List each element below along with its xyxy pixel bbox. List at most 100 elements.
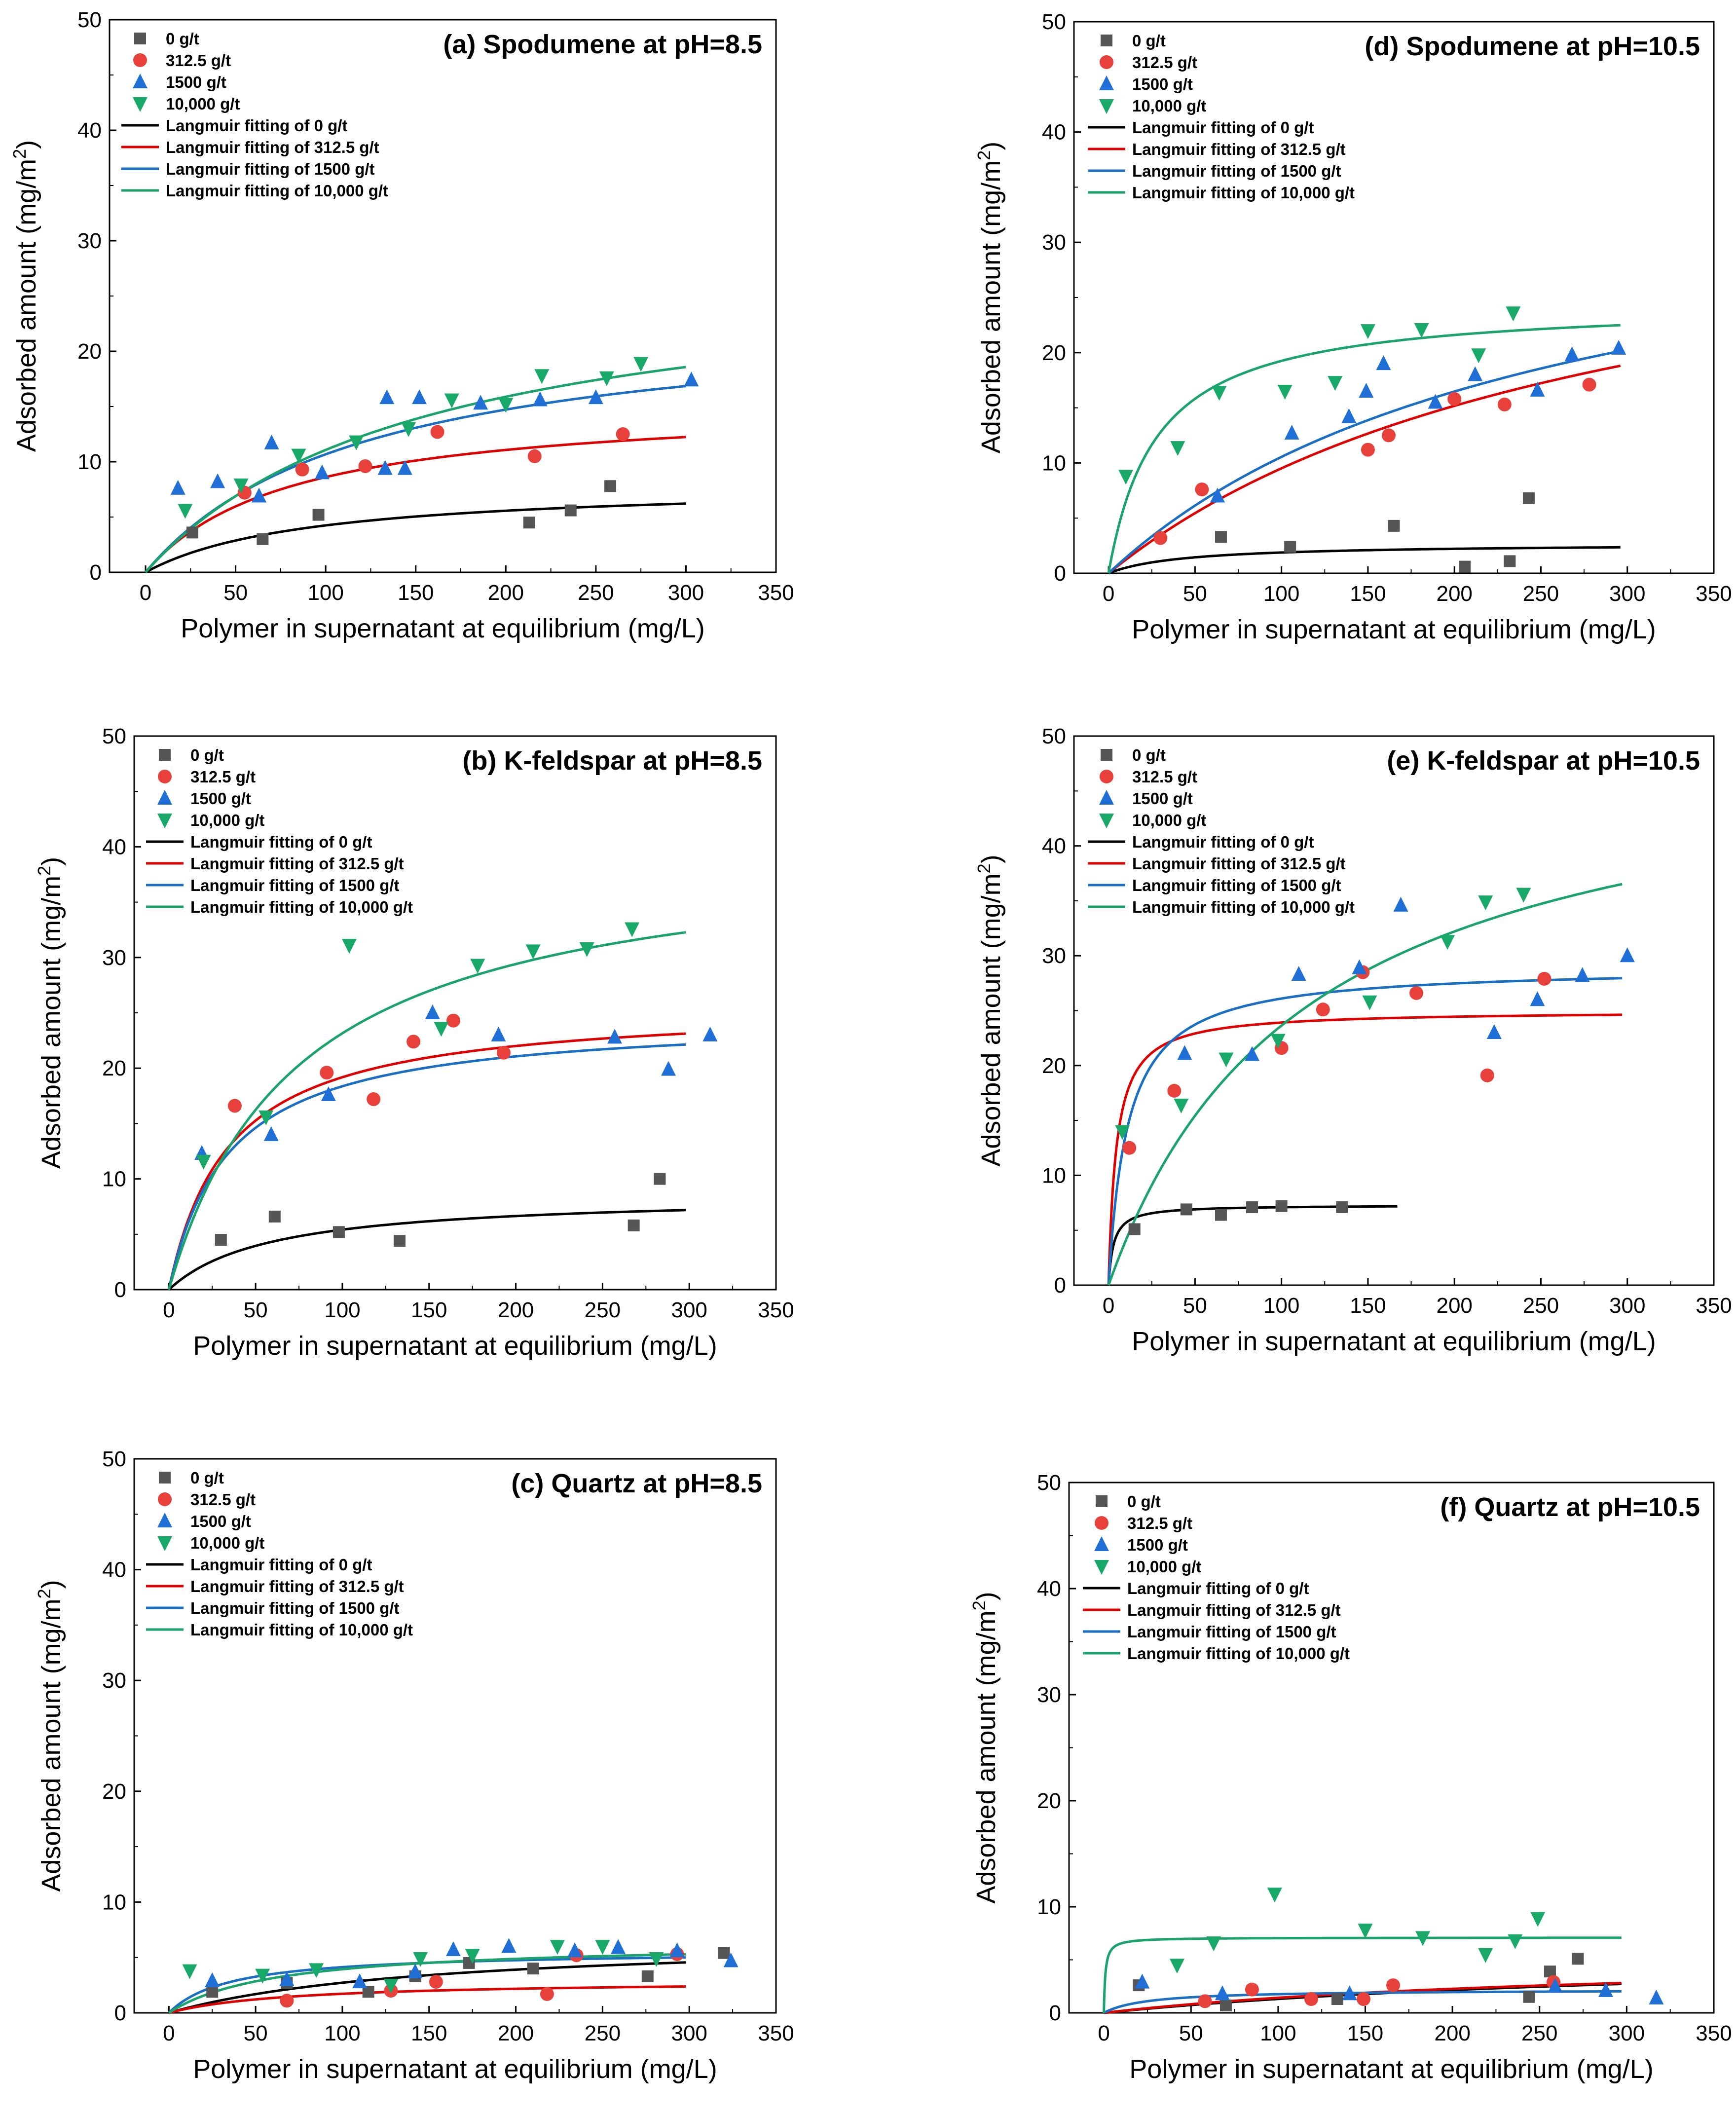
point-1500	[1359, 383, 1374, 398]
point-10000	[1118, 470, 1134, 485]
point-1500	[314, 464, 330, 480]
point-312	[540, 1987, 554, 2001]
panel-c: 0 10 20 30 40 50 0 50 100 150 200 250 300 350 Polymer …	[34, 1447, 794, 2084]
point-10000	[349, 435, 364, 450]
x-tick-label: 250	[585, 1298, 621, 1322]
y-axis-title: Adsorbed amount (mg/m2)	[9, 140, 41, 452]
point-0	[1275, 1200, 1288, 1212]
point-312	[446, 1013, 460, 1028]
point-1500	[445, 1941, 461, 1956]
point-1500	[1564, 346, 1580, 362]
point-312	[1356, 1992, 1370, 2006]
x-tick-label: 250	[585, 2021, 621, 2045]
fit-curve-312	[1107, 1013, 1623, 1286]
legend-fit-label-312: Langmuir fitting of 312.5 g/t	[166, 138, 379, 156]
point-10000	[178, 504, 193, 519]
fit-curve-1500	[1107, 977, 1623, 1286]
x-tick-label: 200	[1434, 2021, 1470, 2045]
x-tick-label: 50	[244, 1298, 268, 1322]
x-axis-title: Polymer in supernatant at equilibrium (m…	[181, 614, 704, 643]
x-tick-label: 150	[1347, 2021, 1383, 2045]
panel-title: (b) K-feldspar at pH=8.5	[462, 746, 762, 776]
point-1500	[723, 1952, 739, 1967]
point-0	[1246, 1201, 1258, 1213]
point-1500	[379, 389, 395, 405]
point-1500	[1342, 1985, 1357, 2001]
legend-fit-label-312: Langmuir fitting of 312.5 g/t	[1132, 854, 1346, 873]
x-tick-label: 0	[163, 2021, 175, 2045]
point-312	[295, 462, 309, 477]
legend-label-10000: 10,000 g/t	[1132, 97, 1206, 115]
y-axis-title: Adsorbed amount (mg/m2)	[974, 854, 1006, 1166]
x-tick-label: 300	[1609, 2021, 1645, 2045]
point-10000	[599, 371, 614, 386]
point-10000	[1358, 1924, 1373, 1939]
legend-marker-10000	[157, 1536, 172, 1551]
y-tick-label: 40	[1042, 120, 1066, 145]
legend-label-312: 312.5 g/t	[1132, 768, 1197, 786]
point-10000	[196, 1154, 211, 1170]
point-10000	[1174, 1098, 1189, 1113]
point-10000	[1212, 386, 1227, 401]
x-tick-label: 0	[1103, 1294, 1114, 1318]
point-10000	[1440, 935, 1455, 950]
legend-fit-label-0: Langmuir fitting of 0 g/t	[190, 1556, 372, 1574]
point-0	[1284, 541, 1296, 553]
point-1500	[170, 480, 185, 495]
fit-curve-1500	[168, 1956, 686, 2014]
x-tick-label: 350	[758, 581, 794, 605]
point-10000	[1414, 323, 1429, 338]
panel-e: 0 10 20 30 40 50 0 50 100 150 200 250 300 350 Polymer …	[974, 724, 1732, 1356]
legend-label-312: 312.5 g/t	[190, 1490, 256, 1509]
point-1500	[1177, 1045, 1192, 1060]
y-tick-label: 50	[102, 1447, 126, 1471]
point-0	[1215, 531, 1227, 543]
point-0	[1331, 1993, 1343, 2005]
panel-a: 0 10 20 30 40 50 0 50 100 150 200 250 300 350 Polymer …	[9, 8, 794, 643]
point-0	[332, 1226, 345, 1238]
point-10000	[182, 1964, 197, 1979]
point-10000	[1170, 1959, 1185, 1974]
point-10000	[255, 1968, 270, 1984]
legend-label-0: 0 g/t	[1127, 1492, 1161, 1511]
point-1500	[1548, 1978, 1563, 1993]
x-tick-label: 200	[1436, 1294, 1472, 1318]
fit-curve-312	[145, 436, 686, 573]
y-tick-label: 50	[1042, 724, 1066, 748]
point-10000	[1206, 1936, 1221, 1952]
x-tick-label: 350	[758, 2021, 794, 2045]
point-10000	[1530, 1912, 1546, 1927]
point-1500	[1468, 366, 1483, 381]
point-10000	[625, 922, 640, 937]
legend-fit-label-10000: Langmuir fitting of 10,000 g/t	[166, 182, 388, 200]
legend-marker-0	[134, 33, 146, 44]
point-10000	[633, 357, 649, 372]
legend-marker-312	[133, 53, 147, 67]
point-1500	[1352, 959, 1367, 974]
point-0	[1572, 1953, 1584, 1965]
legend-label-10000: 10,000 g/t	[166, 95, 240, 113]
x-tick-label: 50	[244, 2021, 268, 2045]
point-1500	[567, 1942, 583, 1958]
point-312	[1167, 1083, 1182, 1098]
y-tick-label: 50	[102, 724, 126, 748]
x-tick-label: 250	[1523, 1294, 1559, 1318]
point-10000	[1328, 376, 1343, 391]
point-312	[1153, 531, 1168, 545]
point-10000	[649, 1952, 664, 1967]
legend-label-0: 0 g/t	[190, 1469, 224, 1487]
point-0	[1219, 1999, 1232, 2011]
y-axis-title: Adsorbed amount (mg/m2)	[969, 1592, 1001, 1903]
legend-fit-label-10000: Langmuir fitting of 10,000 g/t	[190, 898, 413, 916]
point-1500	[1245, 1046, 1260, 1061]
y-tick-label: 0	[90, 560, 102, 585]
point-10000	[550, 1940, 565, 1955]
y-tick-label: 20	[1042, 341, 1066, 365]
point-1500	[588, 389, 603, 405]
point-1500	[491, 1026, 506, 1041]
x-tick-label: 150	[411, 2021, 447, 2045]
point-1500	[1341, 408, 1357, 423]
legend-marker-312	[158, 770, 172, 783]
point-312	[406, 1035, 421, 1049]
point-10000	[291, 448, 306, 464]
